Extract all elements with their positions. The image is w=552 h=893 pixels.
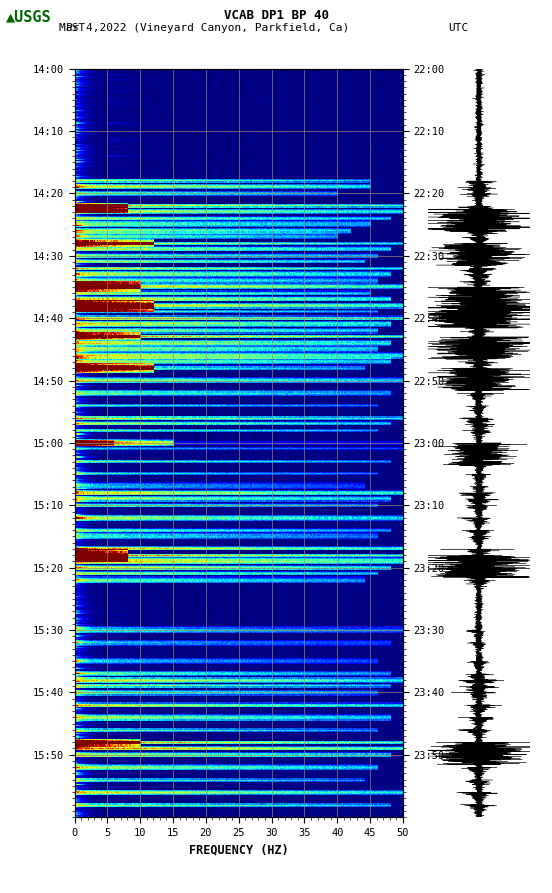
Text: PST: PST [66,23,87,33]
Text: VCAB DP1 BP 40: VCAB DP1 BP 40 [224,9,328,22]
Text: Mar 4,2022 (Vineyard Canyon, Parkfield, Ca): Mar 4,2022 (Vineyard Canyon, Parkfield, … [59,23,349,33]
Text: UTC: UTC [448,23,468,33]
Text: ▲USGS: ▲USGS [6,9,51,24]
X-axis label: FREQUENCY (HZ): FREQUENCY (HZ) [189,843,289,856]
